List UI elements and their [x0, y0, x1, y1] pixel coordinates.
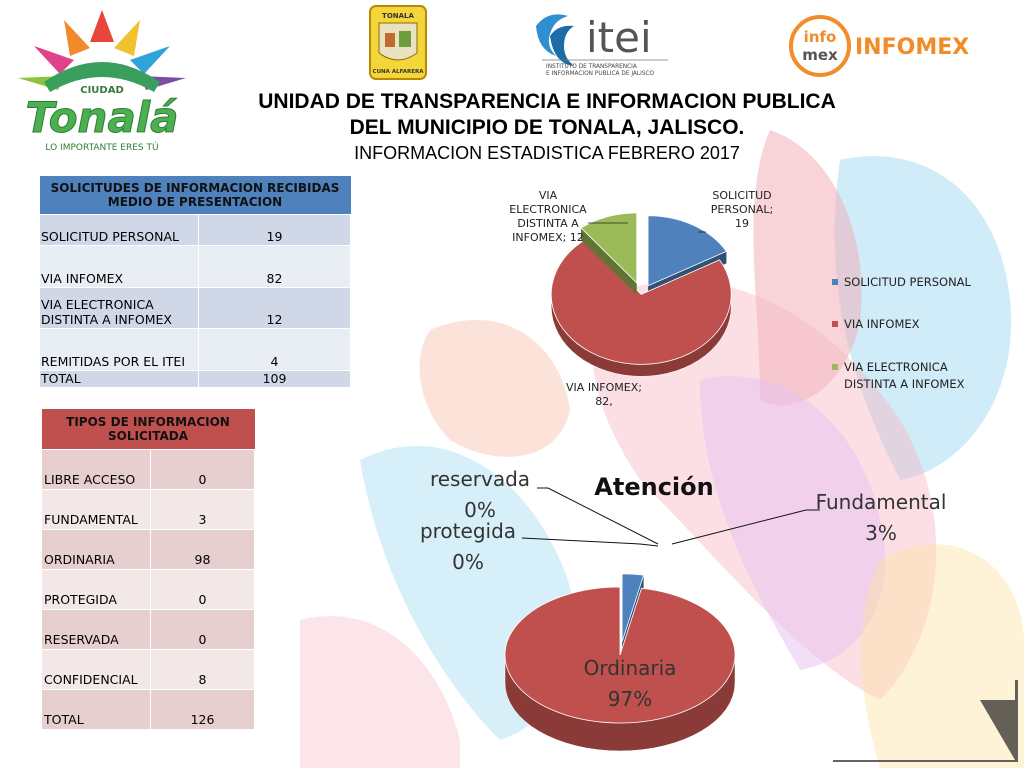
table-row-value: 0: [150, 569, 255, 610]
table-row-value: 109: [198, 370, 351, 388]
table-row-label: VIA ELECTRONICA DISTINTA A INFOMEX: [39, 287, 199, 329]
pie-chart-medio: SOLICITUD PERSONAL; 19 VIA ELECTRONICA DISTIN…: [509, 189, 972, 408]
tonala-name-label: Tonalá: [25, 93, 178, 142]
table-row-value: 12: [198, 287, 351, 329]
table-tipos-header: TIPOS DE INFORMACION SOLICITADA: [41, 409, 255, 450]
table-row-value: 4: [198, 328, 351, 371]
chart-title-atencion: Atención: [594, 473, 713, 501]
table-row-label: LIBRE ACCESO: [41, 449, 151, 490]
table-row-value: 8: [150, 649, 255, 690]
table-medio-presentacion: SOLICITUDES DE INFORMACION RECIBIDAS MED…: [39, 176, 351, 388]
table-row-label: FUNDAMENTAL: [41, 489, 151, 530]
table-row-label: SOLICITUD PERSONAL: [39, 214, 199, 246]
table-row-label: REMITIDAS POR EL ITEI: [39, 328, 199, 371]
table-row-label: VIA INFOMEX: [39, 245, 199, 288]
page-title-line2: DEL MUNICIPIO DE TONALA, JALISCO.: [349, 116, 745, 139]
tonala-ciudad-label: CIUDAD: [80, 85, 124, 96]
infomex-word-label: INFOMEX: [855, 35, 969, 60]
data-label-fundamental: Fundamental 3%: [816, 490, 947, 545]
itei-name-label: itei: [586, 13, 652, 62]
itei-line2-label: E INFORMACION PUBLICA DE JALISCO: [546, 71, 655, 77]
table-row-value: 126: [150, 689, 255, 730]
escudo-top-label: TONALA: [382, 12, 414, 20]
pie-slice-ordinaria: [504, 586, 736, 752]
data-label-reservada: reservada 0%: [430, 467, 530, 522]
infomex-logo: info mex INFOMEX: [789, 15, 969, 77]
tonala-slogan-label: LO IMPORTANTE ERES TÚ: [45, 141, 158, 153]
legend-entry: VIA INFOMEX: [844, 317, 920, 331]
itei-logo: itei INSTITUTO DE TRANSPARENCIA E INFORM…: [536, 13, 668, 77]
table-row-value: 19: [198, 214, 351, 246]
table-row-value: 0: [150, 449, 255, 490]
table-medio-header: SOLICITUDES DE INFORMACION RECIBIDAS MED…: [39, 176, 351, 215]
tonala-logo: CIUDAD Tonalá LO IMPORTANTE ERES TÚ: [18, 10, 186, 153]
table-row-value: 82: [198, 245, 351, 288]
shield-icon: [378, 22, 418, 61]
table-row-value: 3: [150, 489, 255, 530]
legend-entry: VIA ELECTRONICA DISTINTA A INFOMEX: [844, 360, 965, 391]
data-label-via-infomex: VIA INFOMEX; 82,: [566, 381, 642, 408]
legend-swatch: [832, 321, 838, 327]
table-row-label: TOTAL: [41, 689, 151, 730]
infomex-badge-top-label: info: [804, 28, 837, 46]
data-label-solicitud-personal: SOLICITUD PERSONAL; 19: [711, 189, 773, 230]
table-tipos-informacion: TIPOS DE INFORMACION SOLICITADA LIBRE AC…: [41, 409, 255, 730]
table-row-label: TOTAL: [39, 370, 199, 388]
table-row-label: ORDINARIA: [41, 529, 151, 570]
table-row-label: CONFIDENCIAL: [41, 649, 151, 690]
page-title-line1: UNIDAD DE TRANSPARENCIA E INFORMACION PU…: [258, 90, 836, 113]
itei-line1-label: INSTITUTO DE TRANSPARENCIA: [546, 64, 637, 70]
data-label-via-electronica: VIA ELECTRONICA DISTINTA A INFOMEX; 12: [509, 189, 587, 244]
infomex-badge-bottom-label: mex: [802, 46, 838, 64]
data-label-protegida: protegida 0%: [420, 519, 516, 574]
table-row-label: PROTEGIDA: [41, 569, 151, 610]
legend-entry: SOLICITUD PERSONAL: [844, 275, 972, 289]
pie-slice-via-electronica: [580, 212, 638, 295]
legend-swatch: [832, 279, 838, 285]
infomex-badge-icon: [789, 15, 851, 77]
itei-swirl-icon: [536, 14, 574, 66]
table-row-value: 0: [150, 609, 255, 650]
escudo-tonala-logo: TONALA CUNA ALFARERA: [369, 5, 427, 80]
escudo-bottom-label: CUNA ALFARERA: [373, 69, 425, 75]
data-label-ordinaria: Ordinaria 97%: [584, 656, 677, 711]
page-subtitle: INFORMACION ESTADISTICA FEBRERO 2017: [354, 143, 740, 163]
pie-chart-atencion: Atención reservada 0%protegida 0% Fundamenta…: [420, 467, 947, 752]
table-row-label: RESERVADA: [41, 609, 151, 650]
table-row-value: 98: [150, 529, 255, 570]
sun-rays-icon: [18, 10, 186, 92]
legend-swatch: [832, 364, 838, 370]
